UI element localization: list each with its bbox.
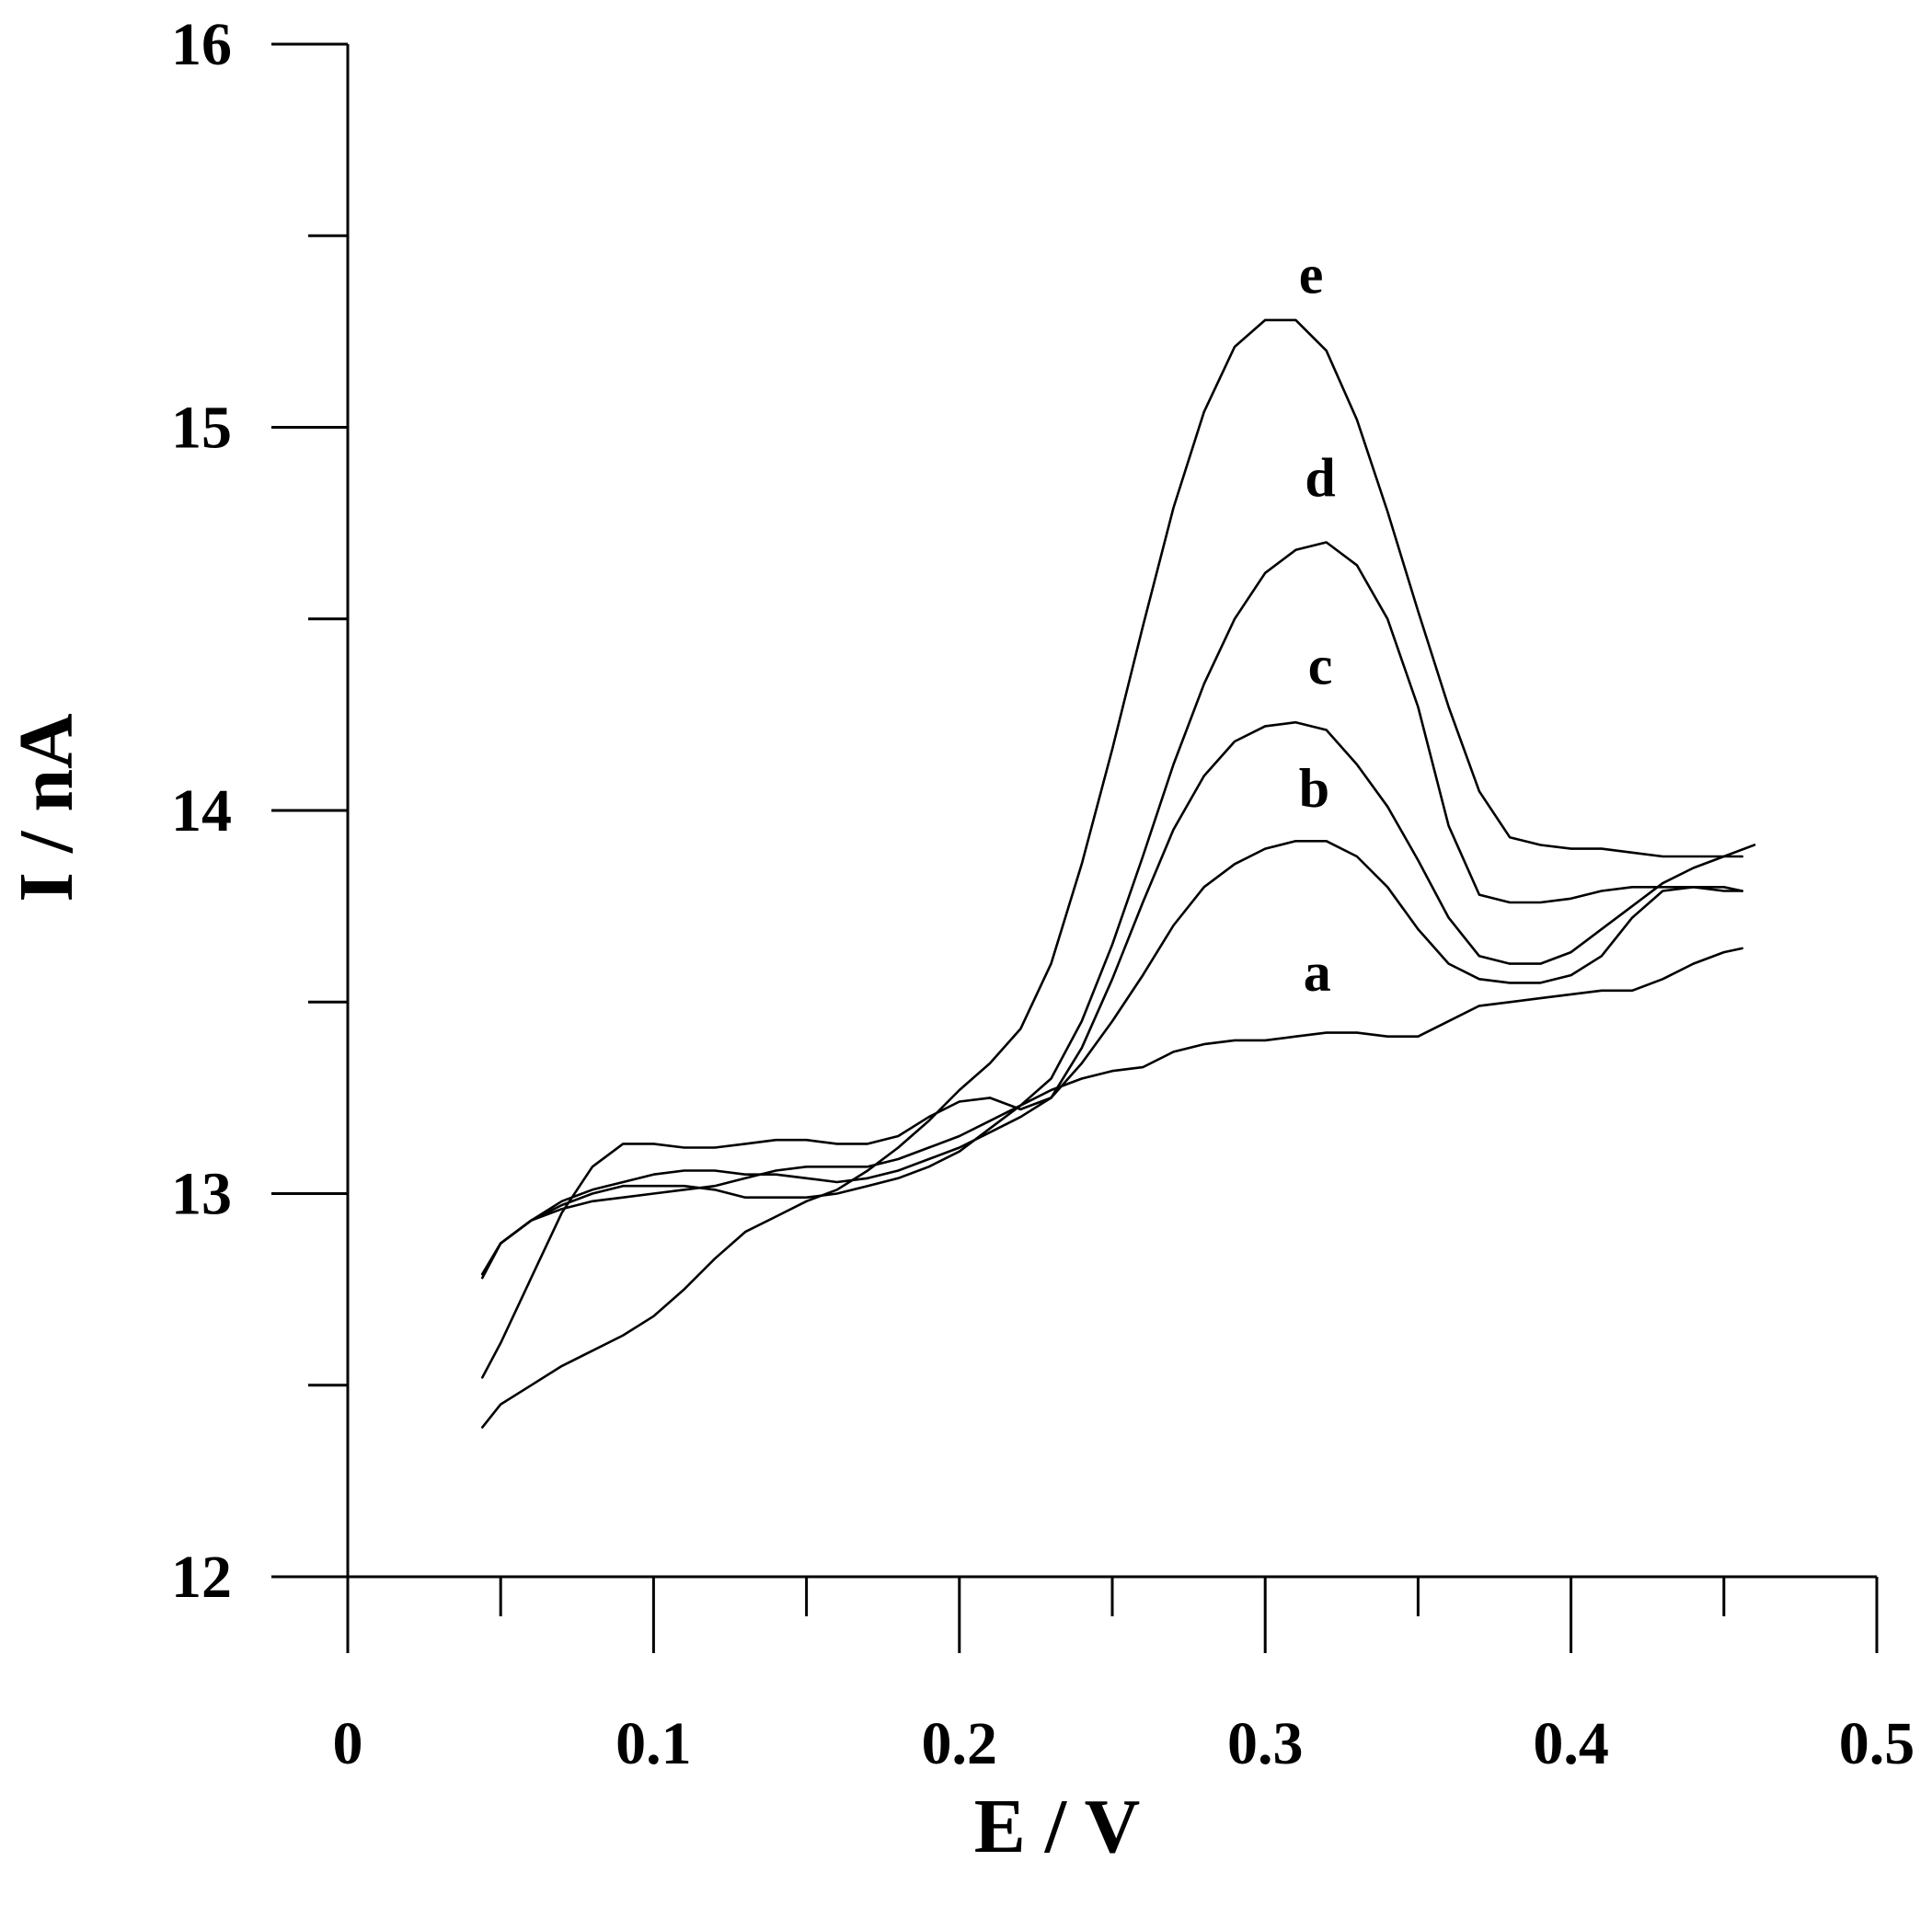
x-tick-label: 0.2 (922, 1710, 998, 1777)
series-label-d: d (1305, 447, 1335, 508)
y-tick-label: 13 (171, 1161, 232, 1228)
series-line-b (480, 839, 1743, 1276)
x-tick-label: 0.3 (1227, 1710, 1304, 1777)
y-tick-label: 12 (171, 1544, 232, 1611)
y-tick-label: 14 (171, 777, 232, 844)
y-tick-label: 15 (171, 395, 232, 462)
x-tick-label: 0.5 (1839, 1710, 1915, 1777)
x-axis-title: E / V (974, 1784, 1141, 1869)
series-line-c (480, 720, 1756, 1379)
series-labels: a b c d e (1299, 245, 1336, 1003)
x-tick-label: 0.4 (1533, 1710, 1609, 1777)
y-tick-label: 16 (171, 11, 232, 78)
series-label-b: b (1299, 758, 1329, 819)
x-tick-label: 0 (333, 1710, 363, 1777)
series-label-e: e (1299, 245, 1324, 305)
x-tick-label: 0.1 (615, 1710, 692, 1777)
ticks: 0 0.1 0.2 0.3 0.4 0.5 12 13 14 15 16 (171, 11, 1915, 1777)
series-line-e (480, 318, 1743, 1429)
series-label-a: a (1304, 942, 1331, 1003)
series-line-a (480, 947, 1743, 1276)
axes (271, 44, 1877, 1653)
y-axis-title: I / nA (4, 713, 89, 902)
series-lines (480, 318, 1756, 1429)
series-label-c: c (1308, 636, 1333, 696)
series-line-d (480, 541, 1743, 1280)
